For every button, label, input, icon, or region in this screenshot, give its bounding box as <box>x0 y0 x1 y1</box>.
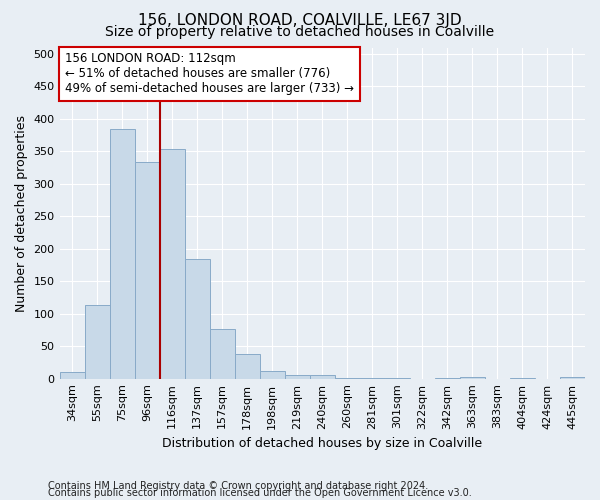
Bar <box>110 128 134 378</box>
Bar <box>209 330 235 378</box>
Bar <box>185 258 209 378</box>
Y-axis label: Number of detached properties: Number of detached properties <box>15 114 28 312</box>
Bar <box>235 354 260 378</box>
Bar <box>560 376 585 378</box>
Bar <box>160 149 185 378</box>
Bar <box>134 162 160 378</box>
Bar <box>460 376 485 378</box>
Text: 156, LONDON ROAD, COALVILLE, LE67 3JD: 156, LONDON ROAD, COALVILLE, LE67 3JD <box>138 12 462 28</box>
Bar <box>310 376 335 378</box>
Text: Contains public sector information licensed under the Open Government Licence v3: Contains public sector information licen… <box>48 488 472 498</box>
Text: Contains HM Land Registry data © Crown copyright and database right 2024.: Contains HM Land Registry data © Crown c… <box>48 481 428 491</box>
Bar <box>85 306 110 378</box>
Text: 156 LONDON ROAD: 112sqm
← 51% of detached houses are smaller (776)
49% of semi-d: 156 LONDON ROAD: 112sqm ← 51% of detache… <box>65 52 354 96</box>
Bar <box>285 375 310 378</box>
Bar <box>260 371 285 378</box>
X-axis label: Distribution of detached houses by size in Coalville: Distribution of detached houses by size … <box>162 437 482 450</box>
Bar <box>59 372 85 378</box>
Text: Size of property relative to detached houses in Coalville: Size of property relative to detached ho… <box>106 25 494 39</box>
